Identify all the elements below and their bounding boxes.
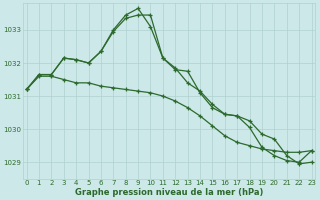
X-axis label: Graphe pression niveau de la mer (hPa): Graphe pression niveau de la mer (hPa) (75, 188, 263, 197)
